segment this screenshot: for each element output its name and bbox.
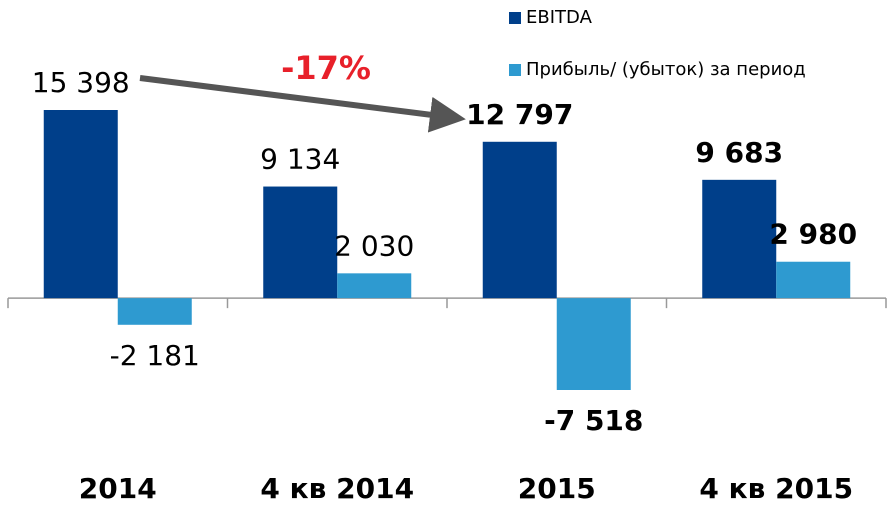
data-label: -7 518 xyxy=(544,404,643,437)
x-tick-label: 4 кв 2015 xyxy=(699,472,853,502)
bar xyxy=(482,141,557,299)
x-tick-label: 4 кв 2014 xyxy=(260,472,414,502)
x-tick-label: 2014 xyxy=(79,472,157,502)
bar xyxy=(776,261,851,299)
bar xyxy=(337,273,412,299)
legend-label: Прибыль/ (убыток) за период xyxy=(526,59,806,80)
bar xyxy=(702,179,777,299)
data-label: 9 683 xyxy=(695,136,783,169)
bar xyxy=(263,186,338,299)
bar xyxy=(556,298,631,390)
arrow xyxy=(139,75,466,133)
bar xyxy=(117,298,192,325)
legend-swatch xyxy=(509,12,521,24)
annotation: -17% xyxy=(281,49,371,87)
bar xyxy=(43,110,118,299)
x-tick-label: 2015 xyxy=(518,472,596,502)
data-label: -2 181 xyxy=(110,339,200,372)
data-label: 15 398 xyxy=(32,66,130,99)
data-label: 9 134 xyxy=(260,143,340,176)
legend-label: EBITDA xyxy=(526,7,593,28)
data-label: 12 797 xyxy=(466,98,573,131)
legend-swatch xyxy=(509,64,521,76)
data-label: 2 030 xyxy=(334,229,414,262)
data-label: 2 980 xyxy=(769,218,857,251)
